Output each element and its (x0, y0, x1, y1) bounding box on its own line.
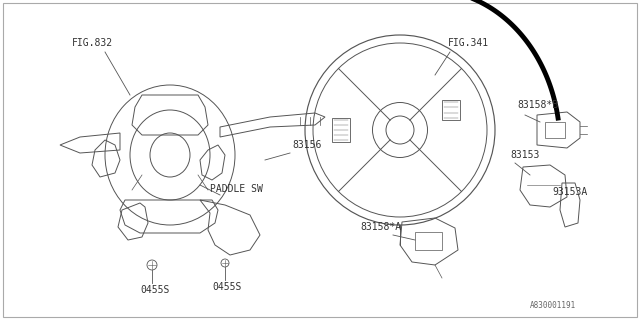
Text: 83153: 83153 (510, 150, 540, 160)
Text: 83156: 83156 (292, 140, 321, 150)
Text: 93153A: 93153A (552, 187, 588, 197)
Text: FIG.341: FIG.341 (448, 38, 489, 48)
Text: 0455S: 0455S (140, 285, 170, 295)
Text: 83158*B: 83158*B (517, 100, 558, 110)
Text: FIG.832: FIG.832 (72, 38, 113, 48)
Text: A830001191: A830001191 (530, 301, 576, 310)
Text: 0455S: 0455S (212, 282, 241, 292)
Text: 83158*A: 83158*A (360, 222, 401, 232)
Text: PADDLE SW: PADDLE SW (210, 184, 263, 194)
